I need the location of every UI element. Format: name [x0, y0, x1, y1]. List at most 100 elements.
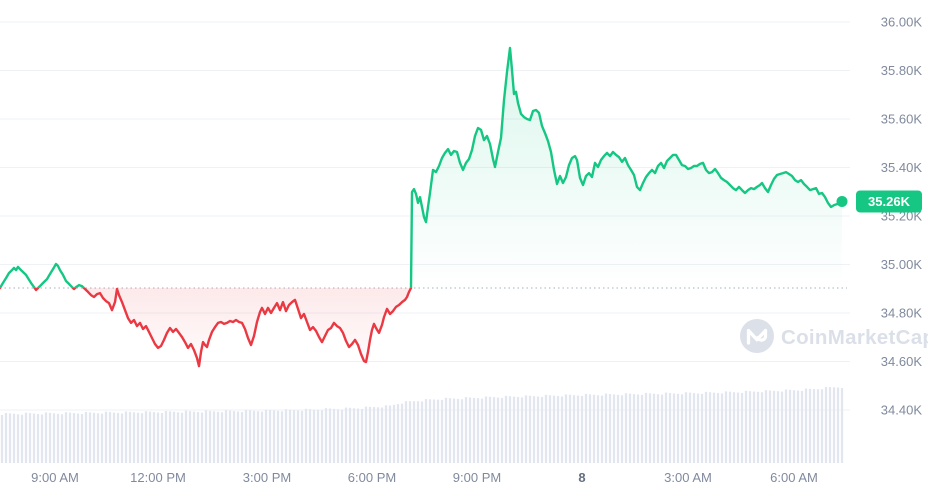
- volume-bar: [212, 411, 216, 463]
- volume-bar: [220, 412, 224, 463]
- last-price-dot: [836, 195, 848, 207]
- volume-bar: [444, 397, 448, 463]
- volume-bar: [236, 411, 240, 463]
- volume-bar: [388, 405, 392, 463]
- volume-bar: [584, 393, 588, 463]
- volume-bar: [400, 403, 404, 463]
- volume-bar: [280, 411, 284, 463]
- volume-bar: [620, 395, 624, 463]
- volume-bar: [352, 408, 356, 463]
- volume-bar: [524, 395, 528, 463]
- volume-bar: [308, 409, 312, 463]
- volume-bar: [488, 396, 492, 463]
- volume-bar: [0, 414, 4, 463]
- volume-bar: [616, 394, 620, 463]
- volume-bar: [84, 411, 88, 463]
- volume-bar: [12, 413, 16, 463]
- volume-bar: [492, 397, 496, 463]
- volume-bar: [748, 391, 752, 463]
- volume-bar: [132, 412, 136, 463]
- volume-bar: [344, 407, 348, 463]
- volume-bar: [800, 390, 804, 463]
- volume-bar: [432, 399, 436, 463]
- volume-bar: [260, 411, 264, 463]
- volume-bar: [40, 414, 44, 463]
- volume-bars: [0, 386, 844, 463]
- volume-bar: [64, 412, 68, 463]
- volume-bar: [544, 394, 548, 463]
- volume-bar: [612, 394, 616, 463]
- volume-bar: [580, 395, 584, 463]
- volume-bar: [648, 393, 652, 463]
- volume-bar: [16, 414, 20, 463]
- volume-bar: [232, 411, 236, 463]
- y-axis-label: 34.60K: [881, 354, 923, 369]
- volume-bar: [768, 390, 772, 463]
- volume-bar: [92, 412, 96, 463]
- volume-bar: [628, 393, 632, 463]
- watermark-text: CoinMarketCap: [781, 326, 928, 349]
- volume-bar: [776, 391, 780, 463]
- volume-bar: [244, 409, 248, 463]
- x-axis-label: 9:00 AM: [31, 470, 79, 485]
- volume-bar: [60, 414, 64, 463]
- volume-bar: [108, 412, 112, 463]
- volume-bar: [256, 411, 260, 463]
- volume-bar: [384, 405, 388, 463]
- volume-bar: [500, 397, 504, 463]
- volume-bar: [420, 401, 424, 463]
- coinmarketcap-logo-m: [746, 328, 768, 345]
- volume-bar: [504, 395, 508, 463]
- volume-bar: [288, 409, 292, 463]
- volume-bar: [368, 406, 372, 463]
- volume-bar: [152, 412, 156, 463]
- volume-bar: [292, 410, 296, 463]
- volume-bar: [724, 391, 728, 463]
- volume-bar: [412, 401, 416, 463]
- current-price-badge: 35.26K: [856, 190, 922, 213]
- volume-bar: [608, 394, 612, 463]
- volume-bar: [160, 412, 164, 463]
- coinmarketcap-logo-icon: [740, 319, 774, 353]
- volume-bar: [484, 396, 488, 463]
- volume-bar: [480, 398, 484, 463]
- volume-bar: [736, 392, 740, 463]
- volume-bar: [164, 410, 168, 463]
- volume-bar: [552, 395, 556, 463]
- y-axis-label: 35.60K: [881, 112, 923, 127]
- volume-bar: [820, 389, 824, 463]
- volume-bar: [140, 413, 144, 463]
- volume-bar: [356, 408, 360, 463]
- volume-bar: [96, 413, 100, 463]
- volume-bar: [416, 401, 420, 463]
- volume-bar: [312, 409, 316, 463]
- volume-bar: [496, 397, 500, 463]
- volume-bar: [572, 395, 576, 463]
- volume-bar: [264, 409, 268, 463]
- volume-bar: [376, 407, 380, 463]
- volume-bar: [332, 408, 336, 463]
- volume-bar: [56, 413, 60, 463]
- volume-bar: [796, 390, 800, 463]
- current-price-badge-label: 35.26K: [868, 194, 911, 209]
- volume-bar: [684, 392, 688, 463]
- volume-bar: [632, 394, 636, 463]
- volume-bar: [636, 394, 640, 463]
- volume-bar: [32, 413, 36, 463]
- y-axis-label: 35.00K: [881, 257, 923, 272]
- volume-bar: [588, 394, 592, 463]
- volume-bar: [404, 401, 408, 463]
- watermark: CoinMarketCap: [740, 319, 928, 353]
- volume-bar: [224, 410, 228, 463]
- volume-bar: [144, 411, 148, 463]
- volume-bar: [136, 412, 140, 463]
- volume-bar: [248, 410, 252, 463]
- volume-bar: [228, 410, 232, 463]
- volume-bar: [592, 394, 596, 463]
- volume-bar: [812, 389, 816, 463]
- volume-bar: [792, 390, 796, 463]
- volume-bar: [316, 409, 320, 463]
- volume-bar: [660, 394, 664, 463]
- volume-bar: [464, 397, 468, 463]
